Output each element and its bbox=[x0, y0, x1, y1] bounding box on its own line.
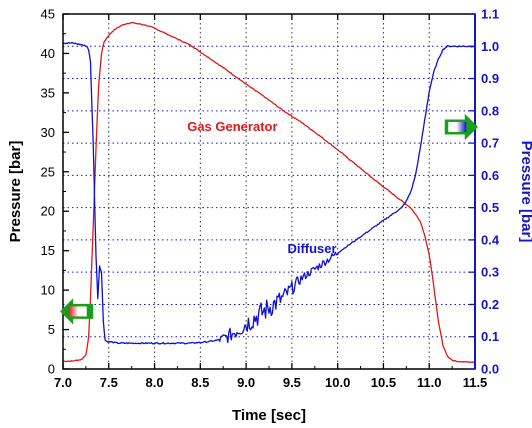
y-axis-right-title: Pressure [bar] bbox=[518, 141, 532, 243]
y-left-tick-label: 10 bbox=[41, 283, 55, 298]
y-right-tick-label: 0.3 bbox=[481, 265, 499, 280]
x-tick-label: 11.5 bbox=[463, 375, 488, 390]
tick-labels: 7.0 7.5 8.0 8.5 9.0 9.5 10.0 10.5 11.0 11.5 0 5 10 15… bbox=[41, 7, 500, 391]
y-left-tick-label: 20 bbox=[41, 204, 55, 219]
y-left-tick-label: 35 bbox=[41, 85, 55, 100]
y-left-tick-label: 5 bbox=[48, 322, 55, 337]
y-right-tick-label: 0.7 bbox=[481, 136, 499, 151]
y-right-tick-label: 0.6 bbox=[481, 168, 499, 183]
x-tick-label: 8.5 bbox=[191, 375, 209, 390]
y-left-tick-label: 25 bbox=[41, 164, 55, 179]
x-tick-label: 9.5 bbox=[283, 375, 301, 390]
arrow-gradient bbox=[448, 121, 467, 132]
x-tick-label: 11.0 bbox=[417, 375, 442, 390]
y-right-tick-label: 1.0 bbox=[481, 39, 499, 54]
y-axis-left-title: Pressure [bar] bbox=[7, 141, 24, 243]
y-left-tick-label: 15 bbox=[41, 243, 55, 258]
y-left-tick-label: 40 bbox=[41, 46, 55, 61]
x-tick-label: 7.0 bbox=[54, 375, 72, 390]
x-axis-title: Time [sec] bbox=[232, 407, 306, 424]
plot-frame bbox=[62, 13, 476, 370]
y-right-tick-label: 0.5 bbox=[481, 200, 499, 215]
y-left-tick-label: 0 bbox=[48, 362, 55, 377]
y-right-tick-label: 0.8 bbox=[481, 103, 499, 118]
y-right-tick-label: 0.9 bbox=[481, 71, 499, 86]
arrow-gradient bbox=[68, 306, 87, 317]
x-tick-label: 10.0 bbox=[325, 375, 350, 390]
annotation-gas-generator: Gas Generator bbox=[187, 119, 277, 134]
y-right-tick-label: 0.1 bbox=[481, 329, 499, 344]
y-left-tick-label: 30 bbox=[41, 125, 55, 140]
y-left-tick-label: 45 bbox=[41, 7, 55, 22]
y-right-tick-label: 1.1 bbox=[481, 7, 499, 22]
tick-marks bbox=[62, 13, 476, 370]
x-tick-label: 9.0 bbox=[237, 375, 255, 390]
annotation-diffuser: Diffuser bbox=[287, 241, 336, 256]
y-right-tick-label: 0.2 bbox=[481, 297, 499, 312]
x-tick-label: 7.5 bbox=[100, 375, 118, 390]
y-right-tick-label: 0.0 bbox=[481, 362, 499, 377]
grid bbox=[63, 14, 475, 369]
arrow-right-icon bbox=[444, 113, 478, 141]
series-line-diffuser bbox=[62, 41, 476, 345]
y-right-tick-label: 0.4 bbox=[481, 232, 500, 247]
arrow-left-icon bbox=[60, 298, 94, 325]
x-tick-label: 8.0 bbox=[146, 375, 164, 390]
series-layer bbox=[62, 21, 476, 363]
series-line-gas-generator bbox=[63, 21, 476, 363]
x-tick-label: 10.5 bbox=[371, 375, 396, 390]
